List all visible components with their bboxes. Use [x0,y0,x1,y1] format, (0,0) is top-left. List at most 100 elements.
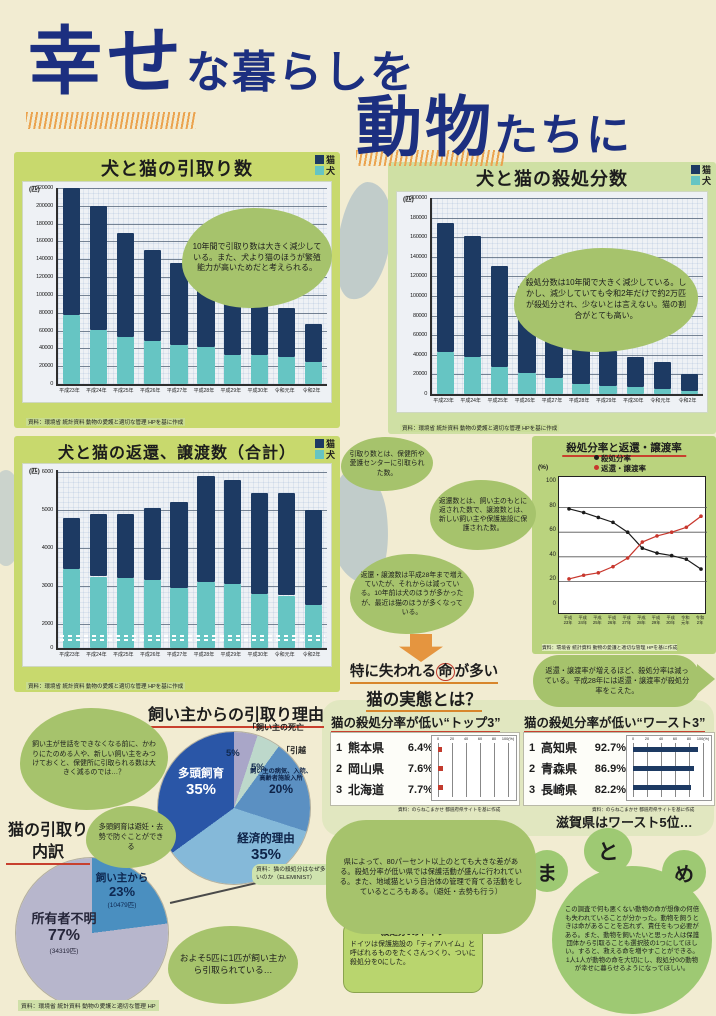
bar-segment-cat [304,510,323,605]
y-tick-label: 60 [549,527,556,534]
x-tick-label: 令和2年 [302,388,321,394]
y-tick-label: 100 [545,478,556,484]
bar-segment-dog [251,355,269,384]
slice-callout-move: 引越 [282,745,306,756]
shiga-worst5-note: 滋賀県はワースト5位… [556,815,693,830]
return-chart-plot-box: (匹) 6000 5000 4000 3000 2000 0 平成23年 平成24年 平成25年平… [23,464,331,666]
matome-summary-text: この調査で何も悪くない動物の命が想像の何倍も失われていることが分かった。動物を飼… [552,866,712,1014]
bar-segment-dog [197,582,215,648]
cull-chart-panel: 犬と猫の殺処分数 猫犬 (匹) 200000 180000 160000 140000 1… [388,162,716,434]
x-tick-label: 平成30年 [247,652,269,658]
bar-segment-cat [304,324,323,362]
y-tick-label: 120000 [410,273,427,280]
red-dot-icon [594,465,599,470]
bar-segment-dog [545,378,563,394]
x-tick-label: 平成29年 [595,398,617,404]
legend-item: 犬 [314,450,335,461]
circled-life-character: 命 [436,663,455,681]
legend-swatch-icon [314,155,324,164]
bar-segment-dog [278,595,296,648]
slice-pct-move: 5% [251,762,265,773]
bar-segment-dog [599,386,617,394]
worst3-table: 1 高知県 92.7% 2 青森県 86.9% 3 長崎県 82.2% 0 20 40 60 80 100… [524,733,714,805]
y-axis-unit: (匹) [29,186,40,193]
gridline [58,624,327,625]
legend-swatch-icon [314,439,324,448]
bar-segment-dog [170,587,188,648]
mini-bar [633,785,691,790]
bar-segment-cat [116,232,134,337]
reasons-pie-title: 飼い主からの引取り理由 [148,701,325,728]
x-tick-label: 令和元年 [274,388,295,394]
x-tick-label: 平成26年 [139,652,161,658]
worst3-mini-bar-chart: 0 20 40 60 80 100(%) [627,736,711,800]
y-tick-label: 20 [549,576,556,583]
rank-cell: 1 [336,741,343,754]
breakdown-source-caption: 資料：環境省 統計資料 動物の愛護と適切な管理 HP [18,1000,159,1011]
slice-pct: 77% [47,926,81,944]
rank-cell: 3 [336,783,343,796]
slice-name: 経済的理由 [237,833,295,845]
bar-segment-dog [463,356,482,394]
bar-segment-cat [278,492,296,596]
definition-intake-bubble: 引取り数とは、保健所や愛護センターに引取られた数。 [341,437,433,491]
mini-axis-label: 60 [672,737,678,741]
slice-pct: 35% [185,781,217,799]
return-chart-panel: 犬と猫の返還、譲渡数（合計） 猫犬 (匹) 6000 5000 4000 3000 200… [14,436,340,692]
gridline [58,188,327,189]
y-tick-label: 200000 [36,202,53,209]
bar-segment-dog [626,387,644,394]
y-tick-label: 100000 [410,293,427,299]
y-tick-label: 0 [50,381,53,387]
x-tick-label: 平成27年 [541,398,563,404]
gridline [58,205,327,207]
bar-segment-cat [62,517,81,569]
rank-cell: 86.9% [594,762,626,775]
x-tick-label: 平成28年 [193,388,215,394]
slice-label-unknown-owner: 所有者不明 77% (34319匹) [14,911,114,955]
legend-swatch-icon [690,165,700,174]
y-tick-label: 200000 [410,195,427,201]
mini-axis-label: 80 [491,737,497,741]
intake-chart-panel: 犬と猫の引取り数 猫犬 (匹) 220000 200000 180000 160000 1… [14,152,340,428]
gridline [432,237,703,239]
bar-segment-cat [278,308,296,358]
x-tick-label: 平成25年 [487,398,509,404]
grass-underline-decoration [356,150,504,166]
title-highlight-1: 幸せ [28,20,186,103]
y-tick-label: 0 [50,645,53,651]
bar-segment-cat [251,492,269,594]
y-tick-label: 40000 [412,351,427,358]
intake-chart-legend: 猫犬 [314,155,335,177]
section-headline: 特に失われる命が多い 猫の実態とは？ [330,660,518,712]
bar-segment-dog [491,366,509,394]
y-tick-label: 140000 [410,253,427,260]
mini-bar [633,766,694,771]
x-tick-label: 平成24年 [86,388,107,394]
definition-return-bubble: 返還数とは、飼い主のもとに返された数で、譲渡数とは、新しい飼い主や保護施設に保護… [430,480,536,550]
rank-cell: 岡山県 [348,762,385,776]
legend-label: 殺処分率 [601,454,631,463]
title-rest-2: たちに [494,111,632,160]
trend-note-bubble: 返還・譲渡数は平成28年まで増えていたが、それからは減っている。10年前は犬のほ… [350,554,474,634]
rank-row: 3 長崎県 82.2% [529,779,626,800]
rank-row: 2 岡山県 7.6% [336,758,433,779]
rank-cell: 高知県 [541,741,578,755]
slice-count: (34319匹) [49,947,79,955]
rates-y-axis-unit: (%) [538,464,549,471]
y-tick-label: 160000 [410,234,427,241]
black-dot-icon [594,455,599,460]
bar-segment-cat [436,222,455,352]
y-tick-label: 6000 [41,469,54,475]
rank-row: 3 北海道 7.7% [336,779,433,800]
slice-label-from-owner: 飼い主から 23% (10479匹) [86,872,158,909]
down-arrow-icon [399,634,443,662]
mini-gridline [703,743,704,797]
bar-segment-dog [143,341,161,384]
gridline [58,312,327,314]
y-tick-label: 80000 [38,309,53,316]
multi-keeping-note-bubble: 多頭飼育は避妊・去勢で防ぐことができる [86,806,176,868]
y-tick-label: 80000 [412,312,427,319]
